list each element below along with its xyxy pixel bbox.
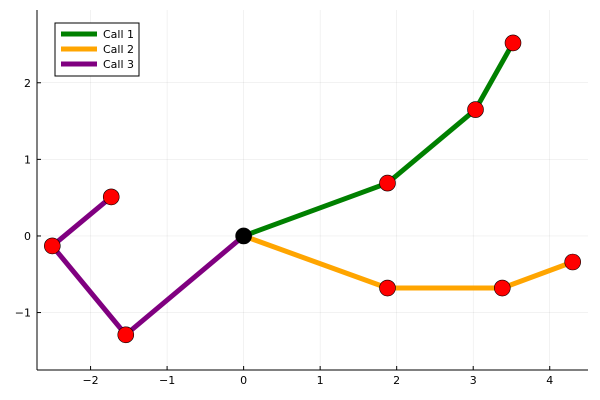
x-tick-label: −2 [82, 374, 98, 387]
axes [36, 10, 588, 371]
y-tick-label: −1 [15, 307, 31, 320]
x-tick-label: 1 [317, 374, 324, 387]
y-tick-label: 1 [24, 153, 31, 166]
origin-point-marker [235, 227, 252, 245]
data-point-marker [379, 279, 396, 297]
legend-label: Call 3 [103, 58, 134, 71]
data-point-marker [117, 326, 135, 344]
data-point-marker [44, 237, 61, 255]
grid [37, 10, 588, 370]
data-point-marker [493, 279, 511, 297]
x-tick-label: 2 [393, 374, 400, 387]
tick-labels: −2 −1 0 1 2 3 4 −1 0 1 2 [15, 77, 553, 387]
data-point-marker [467, 101, 484, 118]
legend: Call 1 Call 2 Call 3 [54, 22, 140, 77]
legend-label: Call 1 [103, 28, 134, 41]
y-tick-label: 2 [24, 77, 31, 90]
series-line-3 [49, 194, 246, 338]
data-point-marker [379, 174, 396, 192]
series-line-1 [242, 41, 516, 239]
x-tick-label: 0 [240, 374, 247, 387]
x-tick-label: 3 [470, 374, 477, 387]
y-tick-label: 0 [24, 230, 31, 243]
x-tick-label: 4 [546, 374, 553, 387]
legend-label: Call 2 [103, 43, 134, 56]
data-point-marker [564, 253, 581, 271]
data-markers [44, 34, 581, 344]
series-lines [49, 41, 574, 338]
x-tick-label: −1 [159, 374, 175, 387]
data-point-marker [504, 34, 522, 52]
data-point-marker [102, 188, 120, 206]
series-line-2 [242, 233, 574, 291]
